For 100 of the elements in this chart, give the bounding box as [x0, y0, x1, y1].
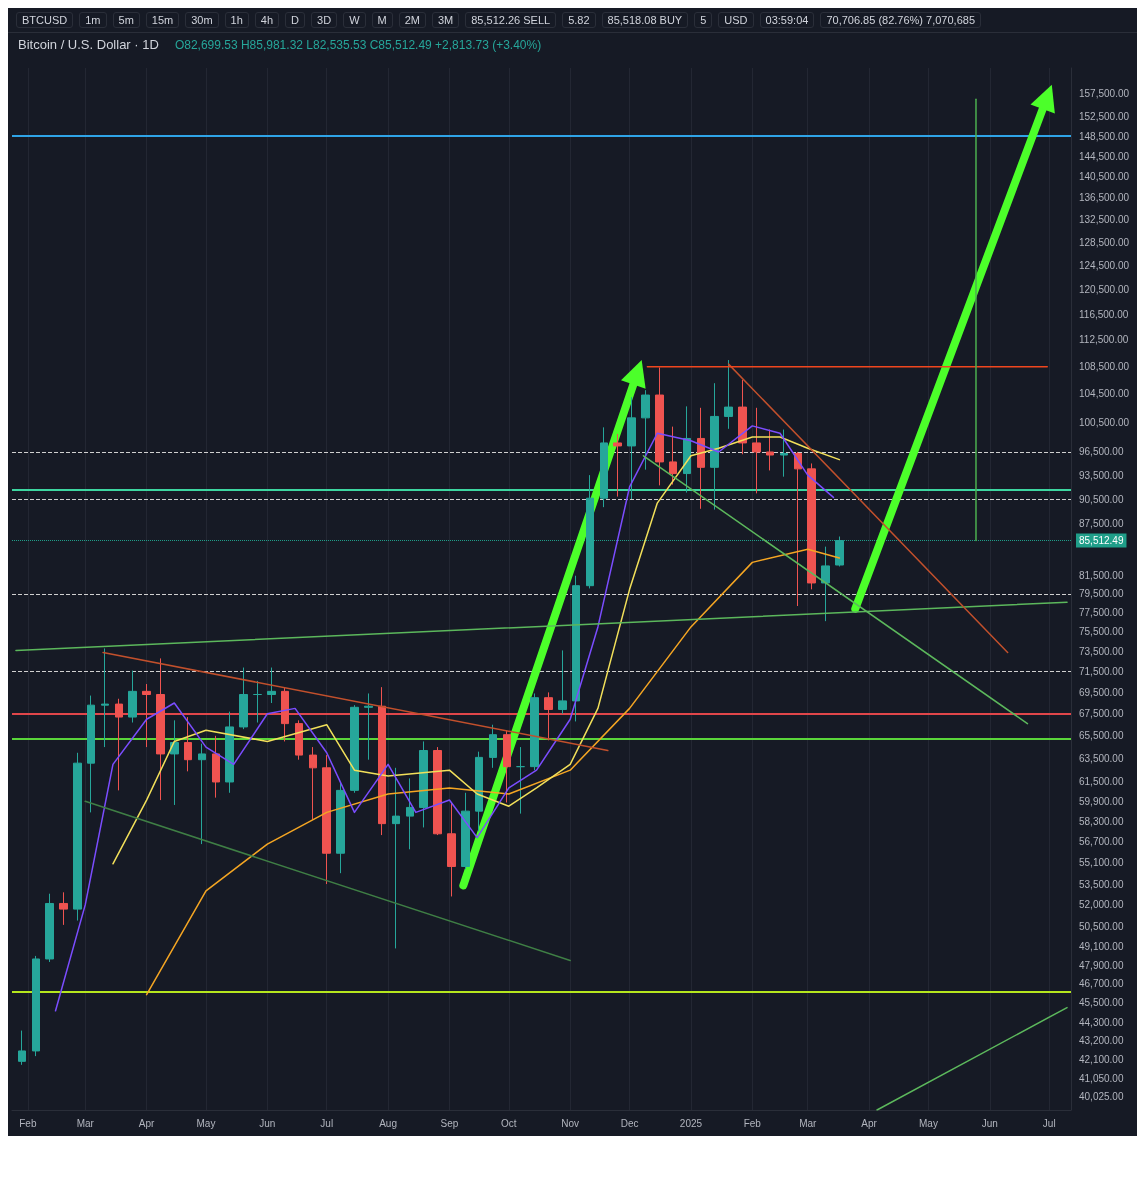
- text: 3D: [311, 12, 338, 28]
- candlestick: [627, 396, 636, 500]
- y-tick-label: 75,500.00: [1079, 626, 1124, 638]
- y-tick-label: 69,500.00: [1079, 686, 1124, 698]
- y-tick-label: 136,500.00: [1079, 192, 1130, 204]
- candlestick: [697, 407, 705, 510]
- candlestick: [225, 711, 234, 794]
- candlestick: [419, 740, 428, 828]
- candlestick: [322, 754, 331, 885]
- y-tick-label: 40,025.00: [1079, 1091, 1124, 1103]
- y-tick-label: 71,500.00: [1079, 666, 1124, 678]
- candlestick: [281, 686, 289, 742]
- y-tick-label: 77,500.00: [1079, 607, 1124, 619]
- chart-title: Bitcoin / U.S. Dollar · 1D: [18, 37, 159, 52]
- candlestick: [807, 462, 816, 590]
- candlestick: [600, 426, 608, 508]
- candlestick: [475, 751, 483, 832]
- candlestick: [18, 1030, 26, 1066]
- text: 5.82: [562, 12, 596, 28]
- candlestick: [73, 752, 82, 922]
- candlestick: [45, 893, 54, 963]
- candlestick: [821, 546, 830, 622]
- text: 1m: [79, 12, 107, 28]
- text: 30m: [185, 12, 219, 28]
- text: 85,518.08 BUY: [601, 12, 689, 28]
- text: 1h: [224, 12, 249, 28]
- y-tick-label: 148,500.00: [1079, 130, 1130, 142]
- candlestick: [142, 683, 151, 748]
- y-tick-label: 73,500.00: [1079, 645, 1124, 657]
- candlestick: [586, 474, 594, 589]
- candlestick: [752, 407, 761, 494]
- candlestick: [295, 719, 303, 761]
- text: 03:59:04: [759, 12, 815, 28]
- candlestick: [198, 743, 206, 845]
- y-tick-label: 128,500.00: [1079, 236, 1130, 248]
- text: 5m: [112, 12, 140, 28]
- y-tick-label: 67,500.00: [1079, 708, 1124, 720]
- text: USD: [718, 12, 754, 28]
- candlestick: [170, 719, 179, 806]
- x-tick-label: Jul: [1042, 1117, 1056, 1129]
- y-tick-label: 152,500.00: [1079, 111, 1130, 123]
- candlestick: [32, 955, 40, 1057]
- text: W: [343, 12, 366, 28]
- text: 70,706.85 (82.76%) 7,070,685: [820, 12, 982, 28]
- candlestick: [350, 704, 359, 794]
- y-tick-label: 41,050.00: [1079, 1072, 1124, 1084]
- x-tick-label: Feb: [19, 1117, 37, 1129]
- text: 15m: [145, 12, 180, 28]
- line-series: [145, 548, 841, 996]
- y-tick-label: 157,500.00: [1079, 87, 1130, 99]
- candlestick: [212, 735, 220, 799]
- text: D: [285, 12, 306, 28]
- x-tick-label: Jul: [320, 1117, 334, 1129]
- y-tick-label: 58,300.00: [1079, 815, 1124, 827]
- y-tick-label: 63,500.00: [1079, 753, 1124, 765]
- candlestick: [309, 746, 317, 821]
- candlestick: [669, 426, 677, 486]
- y-tick-label: 112,500.00: [1079, 334, 1129, 346]
- y-tick-label: 87,500.00: [1079, 518, 1124, 530]
- candlestick: [115, 698, 123, 791]
- x-tick-label: Sep: [440, 1117, 459, 1129]
- y-tick-label: 93,500.00: [1079, 469, 1124, 481]
- x-tick-label: Mar: [799, 1117, 818, 1129]
- text: 4h: [254, 12, 280, 28]
- candlestick: [738, 379, 747, 455]
- text: 5: [694, 12, 713, 28]
- y-tick-label: 108,500.00: [1079, 360, 1130, 372]
- y-tick-label: 52,000.00: [1079, 899, 1124, 911]
- candlestick: [433, 746, 442, 836]
- candlestick: [267, 667, 276, 704]
- candlestick: [406, 777, 414, 850]
- y-tick-label: 59,900.00: [1079, 795, 1124, 807]
- y-tick-label: 61,500.00: [1079, 776, 1124, 788]
- y-tick-label: 45,500.00: [1079, 997, 1124, 1009]
- candlestick: [572, 575, 580, 722]
- candlestick: [724, 359, 733, 430]
- y-tick-label: 116,500.00: [1079, 308, 1129, 320]
- candlestick: [239, 667, 248, 730]
- candlestick: [156, 657, 165, 801]
- candlestick: [558, 649, 567, 715]
- candlestick: [184, 716, 192, 772]
- candlestick: [489, 724, 497, 769]
- y-tick-label: 120,500.00: [1079, 283, 1130, 295]
- text: 2M: [398, 12, 426, 28]
- y-tick-label: 56,700.00: [1079, 836, 1124, 847]
- x-tick-label: Apr: [861, 1117, 878, 1129]
- y-tick-label: 55,100.00: [1079, 856, 1124, 868]
- candlestick: [87, 695, 95, 813]
- y-tick-label: 144,500.00: [1079, 150, 1130, 162]
- candlestick: [59, 891, 68, 926]
- candlestick: [794, 451, 802, 607]
- candlestick: [613, 433, 622, 498]
- x-tick-label: Jun: [981, 1117, 998, 1129]
- x-tick-label: Oct: [501, 1117, 517, 1129]
- line-series: [112, 436, 841, 865]
- y-tick-label: 79,500.00: [1079, 588, 1124, 600]
- candlestick: [544, 691, 553, 741]
- x-tick-label: Nov: [561, 1117, 580, 1129]
- candlestick: [503, 729, 511, 804]
- y-tick-label: 53,500.00: [1079, 878, 1124, 890]
